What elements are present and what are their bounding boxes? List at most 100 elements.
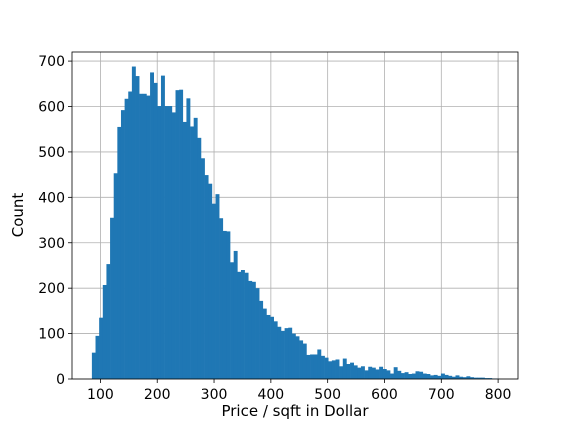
x-tick-label: 200: [144, 387, 171, 403]
histogram-bars: [91, 66, 500, 380]
histogram-bar: [306, 354, 311, 379]
x-tick-label: 700: [428, 387, 455, 403]
histogram-bar: [288, 327, 293, 379]
histogram-bar: [142, 93, 147, 380]
histogram-bar: [480, 377, 485, 379]
histogram-bar: [175, 90, 180, 380]
histogram-bar: [222, 230, 227, 379]
y-tick-label: 600: [38, 100, 65, 116]
x-tick-label: 600: [371, 387, 398, 403]
histogram-bar: [444, 374, 449, 379]
histogram-bar: [248, 280, 253, 379]
histogram-bar: [324, 357, 329, 379]
histogram-bar: [488, 378, 493, 379]
histogram-bar: [164, 106, 169, 379]
histogram-bar: [113, 173, 118, 379]
histogram-bar: [411, 373, 416, 379]
histogram-bar: [408, 374, 413, 379]
histogram-bar: [106, 264, 111, 379]
y-tick-label: 300: [38, 236, 65, 252]
y-tick-label: 400: [38, 190, 65, 206]
histogram-bar: [310, 354, 314, 379]
histogram-bar: [124, 98, 129, 379]
histogram-bar: [462, 377, 467, 379]
histogram-bar: [91, 352, 96, 379]
histogram-bar: [284, 328, 289, 379]
histogram-bar: [251, 281, 256, 379]
histogram-bar: [146, 95, 151, 379]
histogram-bar: [364, 370, 369, 379]
histogram-bar: [273, 321, 278, 379]
histogram-bar: [135, 76, 140, 379]
histogram-bar: [342, 358, 347, 379]
histogram-bar: [426, 374, 431, 379]
histogram-bar: [320, 355, 325, 379]
histogram-bar: [371, 367, 376, 379]
histogram-bar: [150, 72, 155, 379]
histogram-bar: [422, 373, 427, 379]
histogram-bar: [277, 326, 282, 379]
histogram-bar: [360, 366, 365, 379]
y-tick-label: 700: [38, 54, 65, 70]
histogram-bar: [350, 362, 354, 379]
histogram-bar: [379, 366, 384, 379]
histogram-bar: [179, 89, 184, 379]
histogram-bar: [455, 375, 460, 379]
histogram-bar: [357, 367, 362, 379]
histogram-bar: [430, 375, 434, 379]
histogram-bar: [219, 218, 224, 379]
histogram-bar: [404, 372, 409, 379]
histogram-bar: [168, 106, 173, 379]
histogram-bar: [226, 231, 231, 379]
histogram-bar: [233, 250, 238, 379]
histogram-bar: [153, 82, 158, 379]
x-tick-label: 800: [485, 387, 512, 403]
histogram-bar: [266, 314, 271, 379]
histogram-bar: [99, 317, 104, 379]
histogram-bar: [328, 361, 333, 379]
histogram-bar: [211, 203, 216, 379]
histogram-bar: [335, 359, 340, 379]
histogram-bar: [448, 375, 453, 379]
histogram-bar: [331, 360, 336, 379]
histogram-bar: [117, 126, 122, 379]
histogram-bar: [270, 316, 274, 379]
histogram-bar: [157, 106, 162, 379]
histogram-bar: [353, 365, 358, 379]
histogram-bar: [459, 376, 464, 379]
histogram-bar: [186, 98, 191, 379]
histogram-bar: [437, 375, 442, 379]
histogram-bar: [255, 288, 260, 379]
histogram-bar: [400, 373, 405, 379]
x-tick-label: 500: [314, 387, 341, 403]
histogram-bar: [375, 369, 380, 379]
histogram-bar: [295, 336, 300, 379]
histogram-bar: [368, 366, 373, 379]
histogram-bar: [386, 370, 391, 379]
histogram-bar: [262, 308, 267, 379]
histogram-bar: [120, 110, 125, 379]
histogram-bar: [182, 121, 187, 380]
histogram-bar: [390, 373, 394, 379]
histogram-bar: [415, 371, 420, 379]
y-tick-label: 200: [38, 281, 65, 297]
histogram-bar: [131, 66, 136, 380]
histogram-bar: [204, 175, 209, 379]
histogram-bar: [466, 376, 471, 379]
histogram-bar: [110, 217, 115, 379]
x-tick-label: 300: [201, 387, 228, 403]
x-tick-label: 400: [257, 387, 284, 403]
histogram-bar: [200, 158, 205, 379]
histogram-bar: [237, 271, 242, 379]
histogram-bar: [160, 75, 165, 379]
histogram-bar: [299, 340, 304, 379]
y-tick-label: 500: [38, 145, 65, 161]
histogram-bar: [302, 343, 307, 379]
histogram-bar: [470, 377, 474, 379]
histogram-bar: [433, 374, 438, 379]
x-axis: 100 200 300 400 500 600 700 800: [87, 379, 511, 403]
histogram-bar: [244, 272, 249, 379]
histogram-bar: [382, 369, 387, 379]
histogram-bar: [208, 183, 213, 379]
